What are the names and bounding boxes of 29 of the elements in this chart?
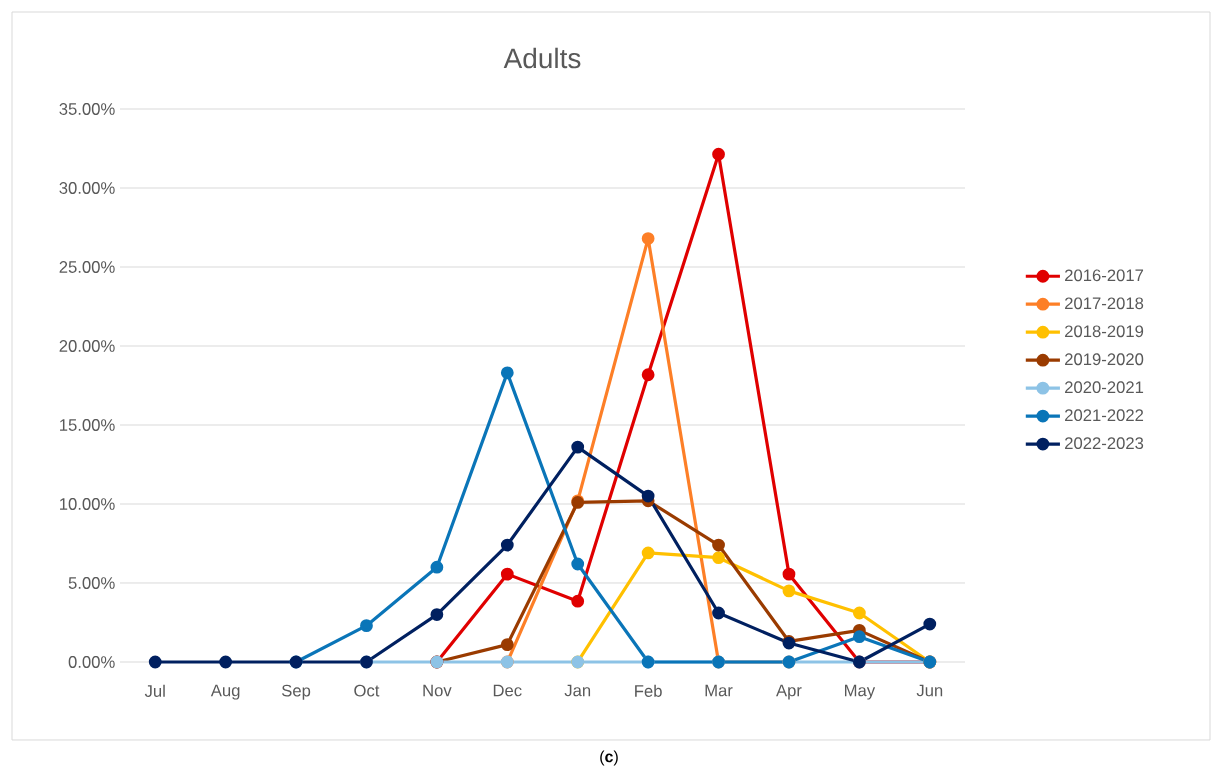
x-tick-label: Aug bbox=[210, 684, 240, 700]
y-tick-label: 30.00% bbox=[59, 182, 115, 194]
text: (c) bbox=[600, 750, 618, 766]
x-tick-label: Sep bbox=[281, 684, 311, 700]
y-tick-label: 5.00% bbox=[68, 577, 115, 589]
legend-label: 2018-2019 bbox=[1065, 325, 1144, 338]
x-tick-label: Jan bbox=[564, 684, 591, 697]
x-tick-label: Jul bbox=[144, 684, 165, 697]
y-tick-label: 10.00% bbox=[60, 498, 115, 510]
legend-label: 2021-2022 bbox=[1065, 409, 1144, 422]
x-tick-label: Nov bbox=[423, 684, 452, 697]
y-tick-label: 0.00% bbox=[68, 656, 115, 668]
legend-label: 2022-2023 bbox=[1065, 437, 1144, 450]
y-tick-label: 20.00% bbox=[59, 340, 115, 352]
y-tick-label: 25.00% bbox=[59, 261, 115, 273]
y-tick-label: 15.00% bbox=[60, 419, 115, 431]
x-tick-label: Apr bbox=[776, 684, 802, 700]
legend-label: 2020-2021 bbox=[1065, 381, 1144, 394]
legend-label: 2019-2020 bbox=[1065, 353, 1144, 366]
legend-label: 2017-2018 bbox=[1065, 297, 1144, 310]
legend-label: 2016-2017 bbox=[1065, 269, 1144, 282]
chart-title: Adults bbox=[503, 47, 581, 69]
x-tick-label: Oct bbox=[354, 684, 380, 697]
x-tick-label: Dec bbox=[493, 684, 522, 697]
x-tick-label: Jun bbox=[916, 684, 943, 697]
x-tick-label: Mar bbox=[705, 684, 733, 697]
y-tick-label: 35.00% bbox=[59, 103, 115, 115]
x-tick-label: Feb bbox=[635, 684, 662, 697]
x-tick-label: May bbox=[844, 684, 876, 700]
